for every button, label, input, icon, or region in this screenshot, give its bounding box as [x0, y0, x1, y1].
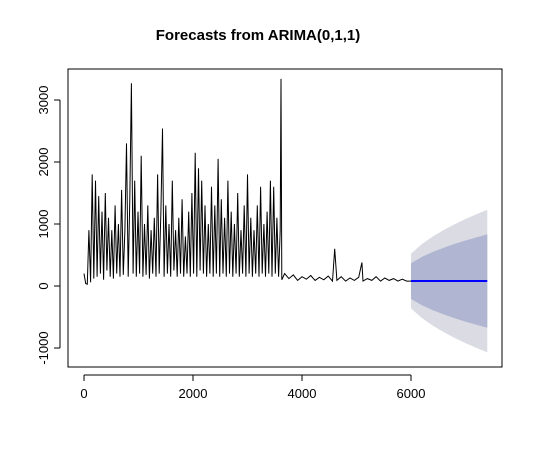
y-tick-label: 3000: [36, 86, 51, 115]
plot-box: [67, 68, 503, 368]
series-line: [83, 78, 411, 285]
x-tick-label: 2000: [179, 386, 208, 401]
y-tick-label: 0: [36, 282, 51, 289]
x-tick-label: 0: [80, 386, 87, 401]
chart-title: Forecasts from ARIMA(0,1,1): [156, 27, 361, 44]
y-tick-label: -1000: [36, 331, 51, 364]
x-tick-label: 4000: [288, 386, 317, 401]
x-tick-label: 6000: [397, 386, 426, 401]
y-tick-label: 2000: [36, 148, 51, 177]
y-tick-label: 1000: [36, 210, 51, 239]
